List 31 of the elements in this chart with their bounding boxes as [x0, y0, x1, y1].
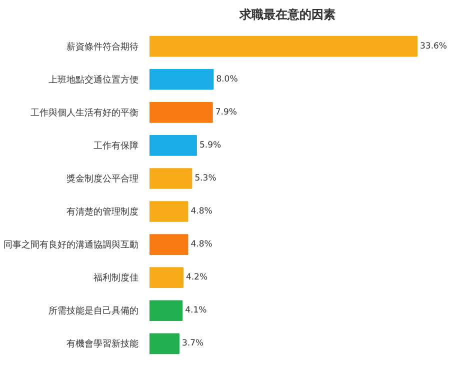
data-label: 33.6%	[420, 41, 448, 52]
bar	[150, 36, 418, 57]
bar	[150, 168, 192, 189]
data-label: 4.8%	[190, 240, 212, 250]
data-label: 4.8%	[190, 206, 212, 217]
data-label: 5.9%	[199, 140, 222, 150]
bar	[150, 234, 188, 255]
data-label: 4.2%	[186, 272, 208, 283]
data-label: 4.1%	[185, 306, 207, 316]
bar	[150, 300, 183, 322]
y-tick-label: 有機會學習新技能	[66, 338, 138, 349]
y-tick-label: 獎金制度公平合理	[66, 173, 138, 184]
y-tick-label: 上班地點交通位置方便	[48, 74, 138, 84]
bar	[150, 201, 188, 222]
bar	[150, 102, 213, 123]
y-tick-label: 薪資條件符合期待	[66, 41, 138, 52]
y-tick-label: 福利制度佳	[94, 272, 138, 283]
data-label: 8.0%	[216, 74, 238, 84]
data-label: 3.7%	[182, 338, 204, 349]
data-label: 5.3%	[194, 173, 216, 184]
chart-title: 求職最在意的因素	[238, 8, 336, 22]
y-tick-label: 工作有保障	[94, 140, 138, 150]
y-tick-label: 所需技能是自己具備的	[48, 306, 138, 316]
bar	[150, 68, 214, 90]
bar	[150, 267, 184, 288]
y-tick-label: 有清楚的管理制度	[66, 206, 138, 217]
bar	[150, 333, 180, 354]
y-tick-label: 同事之間有良好的溝通協調與互動	[4, 240, 138, 250]
y-tick-label: 工作與個人生活有好的平衡	[30, 107, 138, 118]
bar	[150, 135, 197, 156]
data-label: 7.9%	[215, 107, 238, 118]
